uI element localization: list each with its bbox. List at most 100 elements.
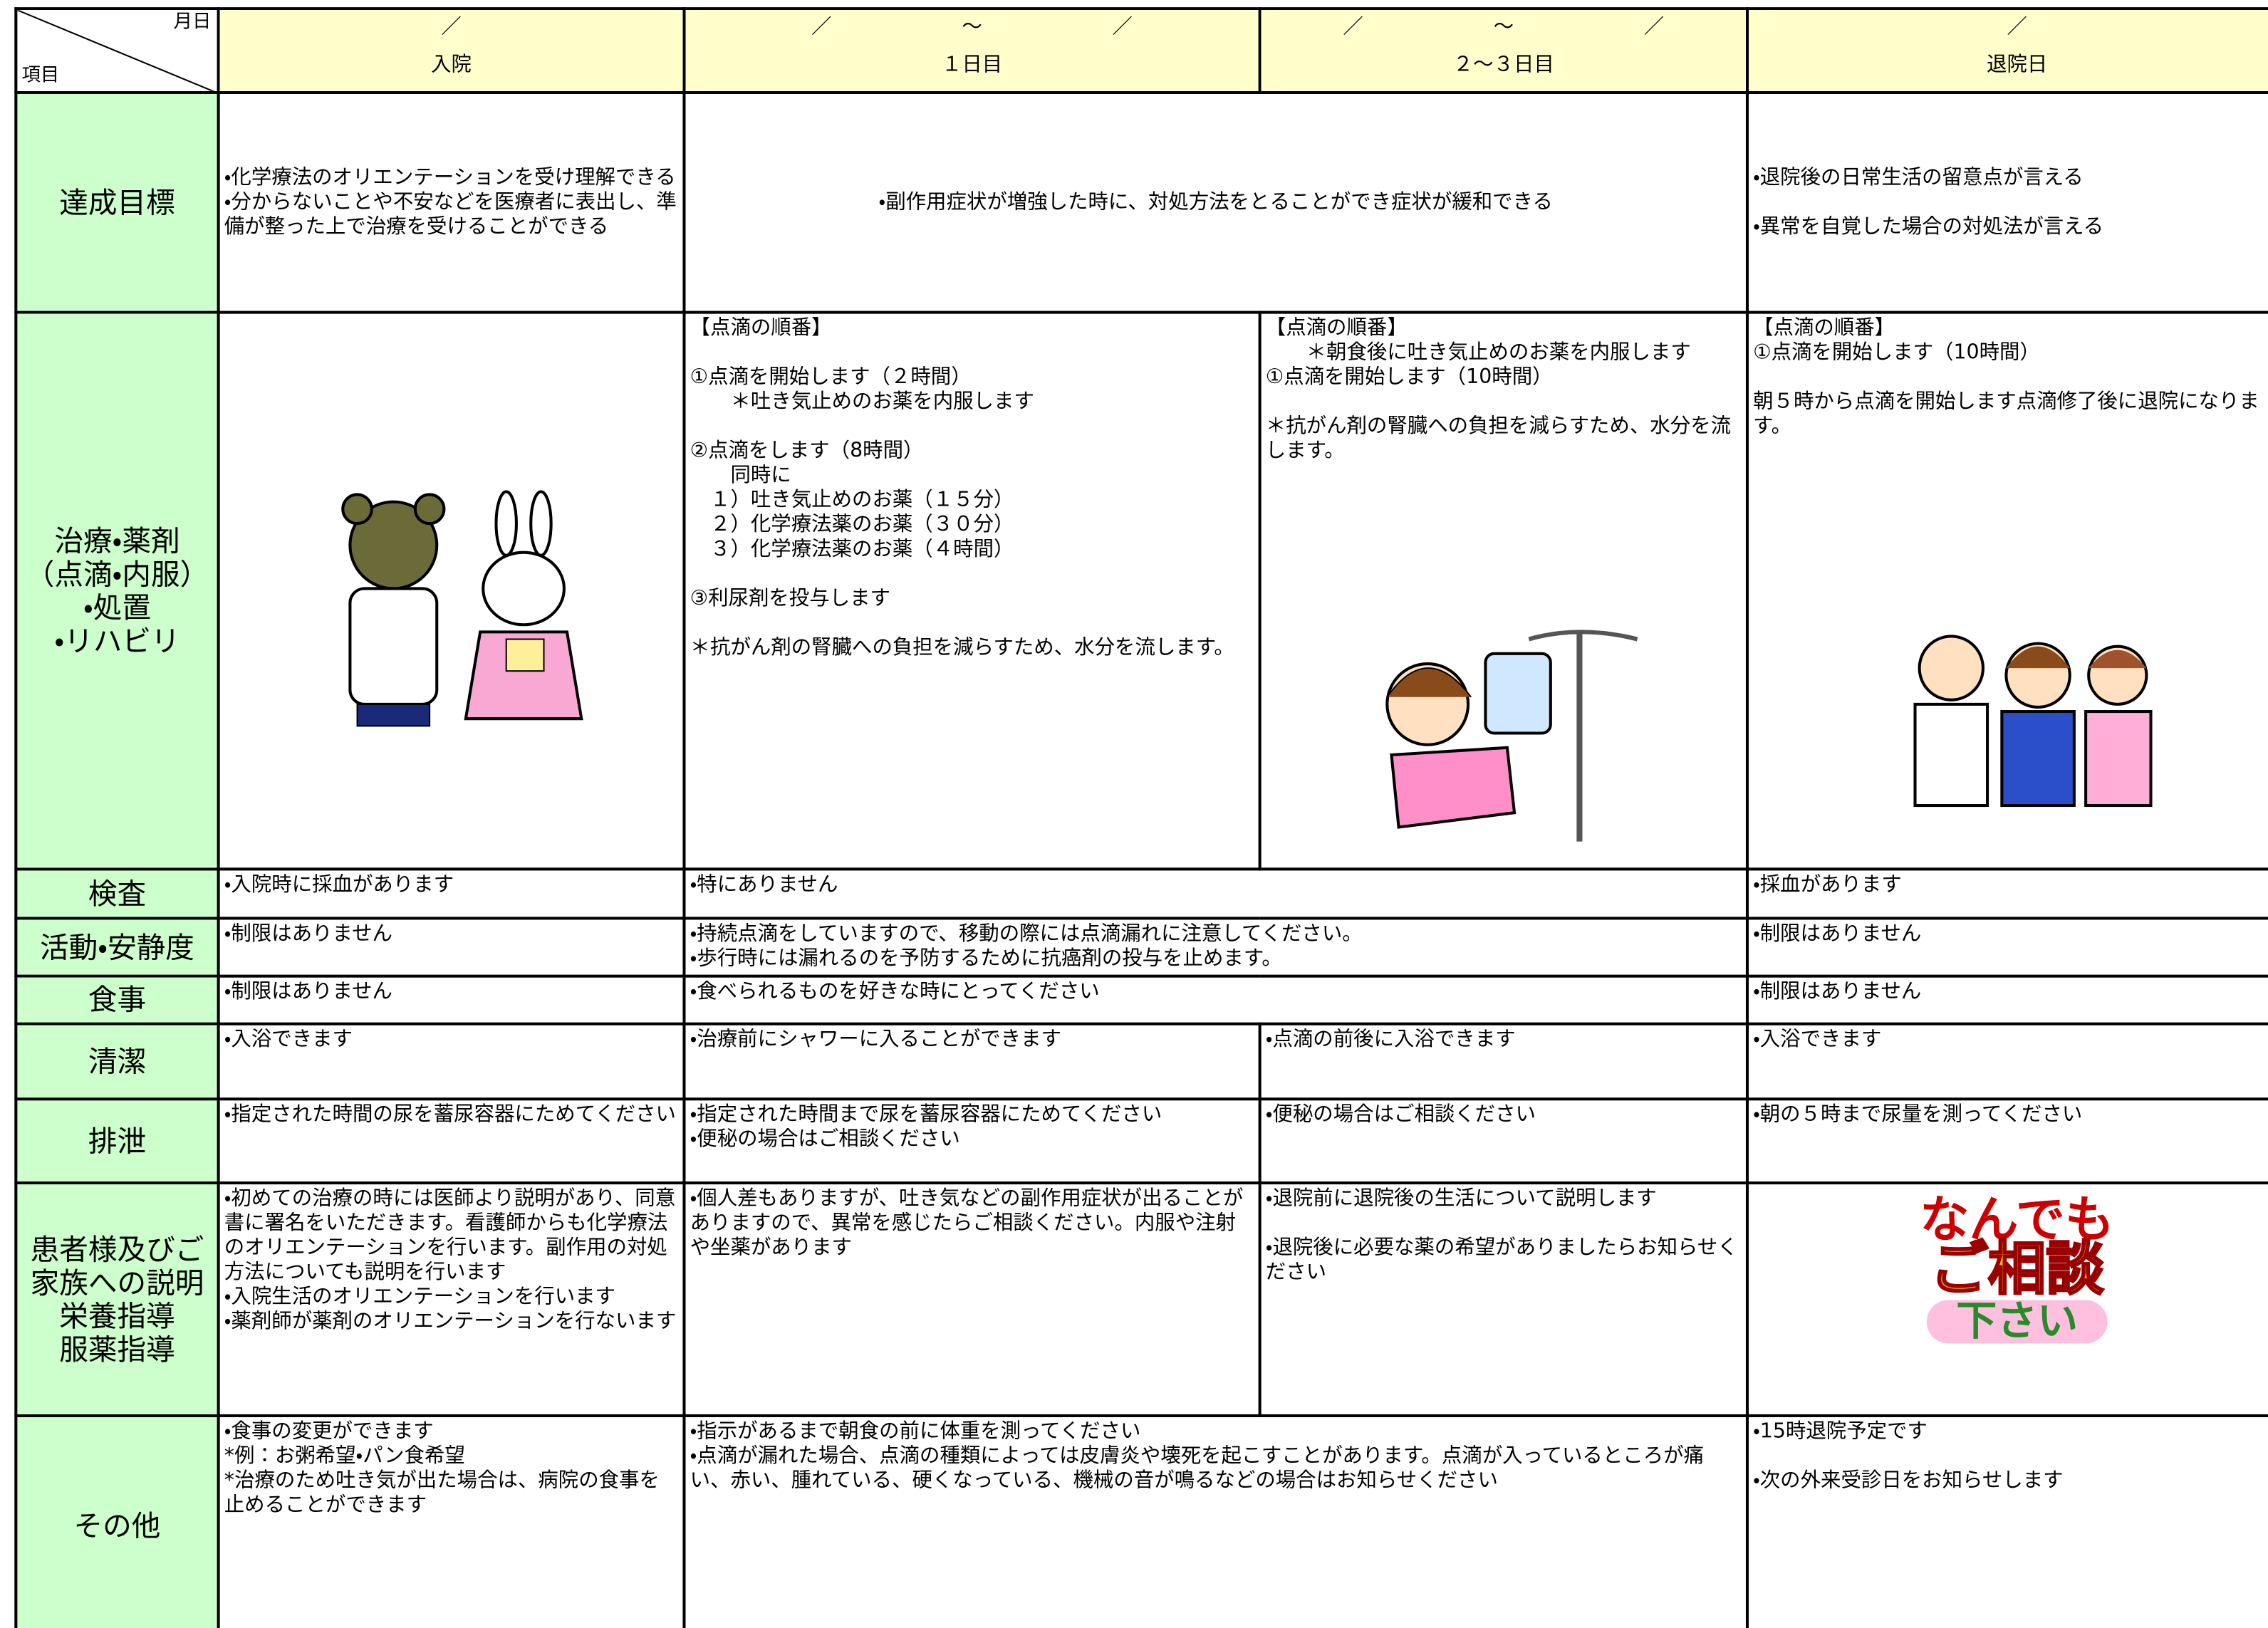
corner-bottom: 項目	[21, 65, 60, 87]
cell: ・指定された時間まで尿を蓄尿容器にためてください ・便秘の場合はご相談ください	[682, 1097, 1262, 1185]
text-block: ・指定された時間の尿を蓄尿容器にためてください	[224, 1103, 679, 1128]
header-date: ／ ～ ／	[1263, 11, 1744, 45]
text-line: ２）化学療法薬のお薬（３０分）	[690, 513, 1014, 537]
label-line: 活動・安静度	[40, 929, 194, 964]
text-line: ・副作用症状が増強した時に、対処方法をとることができ症状が緩和できる	[878, 190, 1553, 214]
cell: ・入院時に採血があります	[217, 867, 686, 920]
text-line: ・歩行時には漏れるのを予防するために抗癌剤の投与を止めます。	[690, 947, 1282, 971]
text-line: 朝５時から点滴を開始します点滴修了後に退院になります。	[1753, 390, 2259, 439]
cell: ・特にありません	[682, 867, 1749, 920]
row-label: 検査	[14, 867, 220, 920]
text-line: ・点滴が漏れた場合、点滴の種類によっては皮膚炎や壊死を起こすことがあります。点滴…	[690, 1444, 1705, 1493]
label-line: 達成目標	[59, 184, 175, 219]
text-block: 朝５時から点滴を開始します点滴修了後に退院になります。	[1753, 390, 2268, 439]
text-line: １）吐き気止めのお薬（１５分）	[690, 489, 1014, 512]
header-cell: ／ ～ ／ １日目	[682, 7, 1262, 94]
text-line: ・退院後に必要な薬の希望がありましたらお知らせください	[1265, 1236, 1738, 1285]
text-line: ①点滴を開始します（10時間）	[1753, 341, 2040, 365]
label-line: 検査	[88, 875, 147, 911]
date-mark: ～	[1493, 16, 1514, 39]
table-row: 達成目標 ・化学療法のオリエンテーションを受け理解できる ・分からないことや不安など…	[14, 90, 2268, 314]
cell	[217, 311, 686, 871]
text-block: ・15時退院予定です	[1753, 1420, 2268, 1445]
text-line: ・異常を自覚した場合の対処法が言える	[1753, 214, 2104, 239]
text-line: ・指定された時間の尿を蓄尿容器にためてください	[224, 1103, 676, 1127]
cell: ・初めての治療の時には医師より説明があり、同意書に署名をいただきます。看護師から…	[217, 1181, 686, 1417]
date-mark: ／	[1112, 16, 1133, 39]
text-line: *例：お粥希望・パン食希望	[224, 1444, 465, 1468]
text-line: *治療のため吐き気が出た場合は、病院の食事を止めることができます	[224, 1469, 660, 1518]
cell: ・退院前に退院後の生活について説明します ・退院後に必要な薬の希望がありましたらお…	[1258, 1181, 1749, 1417]
text-line: 下さい	[1927, 1299, 2107, 1344]
text-line: ・制限はありません	[224, 922, 392, 946]
text-line: ③利尿剤を投与します	[690, 587, 890, 610]
table-row: 活動・安静度 ・制限はありません ・持続点滴をしていますので、移動の際には点滴漏れに…	[14, 917, 2268, 978]
date-mark: ／	[2007, 16, 2027, 39]
text-block: ＊抗がん剤の腎臓への負担を減らすため、水分を流します。	[690, 636, 1254, 661]
row-label: 排泄	[14, 1097, 220, 1185]
text-block: ・制限はありません	[224, 981, 679, 1006]
cell: なんでも ご相談 下さい	[1745, 1181, 2268, 1417]
label-line: ・リハビリ	[54, 622, 180, 657]
row-label: 患者様及びご家族への説明 栄養指導 服薬指導	[14, 1181, 220, 1417]
text-line: ・入院生活のオリエンテーションを行います	[224, 1285, 615, 1309]
text-line: ３）化学療法薬のお薬（４時間）	[690, 538, 1014, 561]
text-block: ・入浴できます	[224, 1028, 679, 1053]
date-mark: ／	[441, 16, 462, 39]
text-block: ・治療前にシャワーに入ることができます	[690, 1028, 1254, 1053]
cell: ・採血があります	[1745, 867, 2268, 920]
cell: ・個人差もありますが、吐き気などの副作用症状が出ることがありますので、異常を感じ…	[682, 1181, 1262, 1417]
text-block: ・退院後の日常生活の留意点が言える	[1753, 166, 2268, 191]
cell: ・点滴の前後に入浴できます	[1258, 1022, 1749, 1101]
text-block: 【点滴の順番】 ＊朝食後に吐き気止めのお薬を内服します ①点滴を開始します（10時…	[1266, 317, 1742, 391]
text-line: ・個人差もありますが、吐き気などの副作用症状が出ることがありますので、異常を感じ…	[690, 1187, 1244, 1260]
text-block: ・制限はありません	[1753, 981, 2268, 1006]
text-block: ・制限はありません	[1753, 923, 2268, 948]
label-line: 排泄	[88, 1122, 147, 1158]
row-label: 治療・薬剤 （点滴・内服） ・処置 ・リハビリ	[14, 311, 220, 871]
header-date: ／ ～ ／	[687, 11, 1257, 45]
text-line: ・退院後の日常生活の留意点が言える	[1753, 165, 2084, 189]
text-block: ・食事の変更ができます *例：お粥希望・パン食希望 *治療のため吐き気が出た場合は、…	[224, 1420, 679, 1518]
cell: 【点滴の順番】 ①点滴を開始します（10時間） 朝５時から点滴を開始します点滴修了後…	[1745, 311, 2268, 871]
header-label: １日目	[941, 53, 1003, 77]
text-block: ・入浴できます	[1753, 1028, 2268, 1053]
text-block: ・制限はありません	[224, 923, 679, 948]
text-line: ＊朝食後に吐き気止めのお薬を内服します	[1265, 341, 1691, 365]
header-label: ２～３日目	[1452, 53, 1554, 77]
label-line: その他	[73, 1508, 161, 1543]
cell: ・副作用症状が増強した時に、対処方法をとることができ症状が緩和できる	[682, 90, 1749, 314]
header-label: 退院日	[1987, 53, 2048, 77]
cell: ・便秘の場合はご相談ください	[1258, 1097, 1749, 1185]
text-block: 【点滴の順番】 ①点滴を開始します（10時間）	[1753, 317, 2268, 366]
text-line: なんでも	[1920, 1191, 2115, 1250]
label-line: 治療・薬剤	[54, 523, 180, 558]
text-block: ・化学療法のオリエンテーションを受け理解できる ・分からないことや不安などを医療者…	[224, 166, 679, 240]
corner-cell: 月日 項目	[14, 7, 220, 94]
text-line: ・食事の変更ができます	[224, 1420, 434, 1444]
label-line: 栄養指導	[59, 1298, 175, 1333]
text-line: ①点滴を開始します（10時間）	[1265, 365, 1553, 390]
label-line: 患者様及びご家族への説明	[30, 1231, 204, 1300]
table-row: 患者様及びご家族への説明 栄養指導 服薬指導 ・初めての治療の時には医師より説明があり…	[14, 1181, 2268, 1417]
table-row: 排泄 ・指定された時間の尿を蓄尿容器にためてください ・指定された時間まで尿を蓄尿容…	[14, 1097, 2268, 1185]
cell: ・退院後の日常生活の留意点が言える ・異常を自覚した場合の対処法が言える	[1745, 90, 2268, 314]
text-line: ②点滴をします（8時間）	[690, 439, 924, 463]
text-line: ・朝の５時まで尿量を測ってください	[1753, 1103, 2083, 1127]
cell: ・15時退院予定です ・次の外来受診日をお知らせします	[1745, 1414, 2268, 1628]
text-block: ・点滴の前後に入浴できます	[1266, 1028, 1742, 1053]
text-line: ・化学療法のオリエンテーションを受け理解できる	[224, 165, 676, 189]
table-row: その他 ・食事の変更ができます *例：お粥希望・パン食希望 *治療のため吐き気が出た場…	[14, 1414, 2268, 1628]
text-block: ・特にありません	[690, 873, 1742, 898]
date-mark: ～	[962, 16, 982, 39]
cell: ・入浴できます	[1745, 1022, 2268, 1101]
text-line: ・分からないことや不安などを医療者に表出し、準備が整った上で治療を受けることがで…	[224, 190, 677, 239]
cell: ・指示があるまで朝食の前に体重を測ってください ・点滴が漏れた場合、点滴の種類によ…	[682, 1414, 1749, 1628]
row-label: 達成目標	[14, 90, 220, 314]
table-row: 治療・薬剤 （点滴・内服） ・処置 ・リハビリ 【点滴の順番】 ①点滴を開始します（２時間…	[14, 311, 2268, 871]
care-plan-table: 月日 項目 ／ 入院 ／ ～ ／ １日目 ／ ～ ／ ２～３日目 ／ 退院日 達成目標 ・化学療法のオリエンテ…	[14, 7, 2268, 1628]
cell: ・制限はありません	[217, 974, 686, 1026]
text-line: ・食べられるものを好きな時にとってください	[690, 980, 1100, 1004]
text-line: ・初めての治療の時には医師より説明があり、同意書に署名をいただきます。看護師から…	[224, 1187, 676, 1285]
